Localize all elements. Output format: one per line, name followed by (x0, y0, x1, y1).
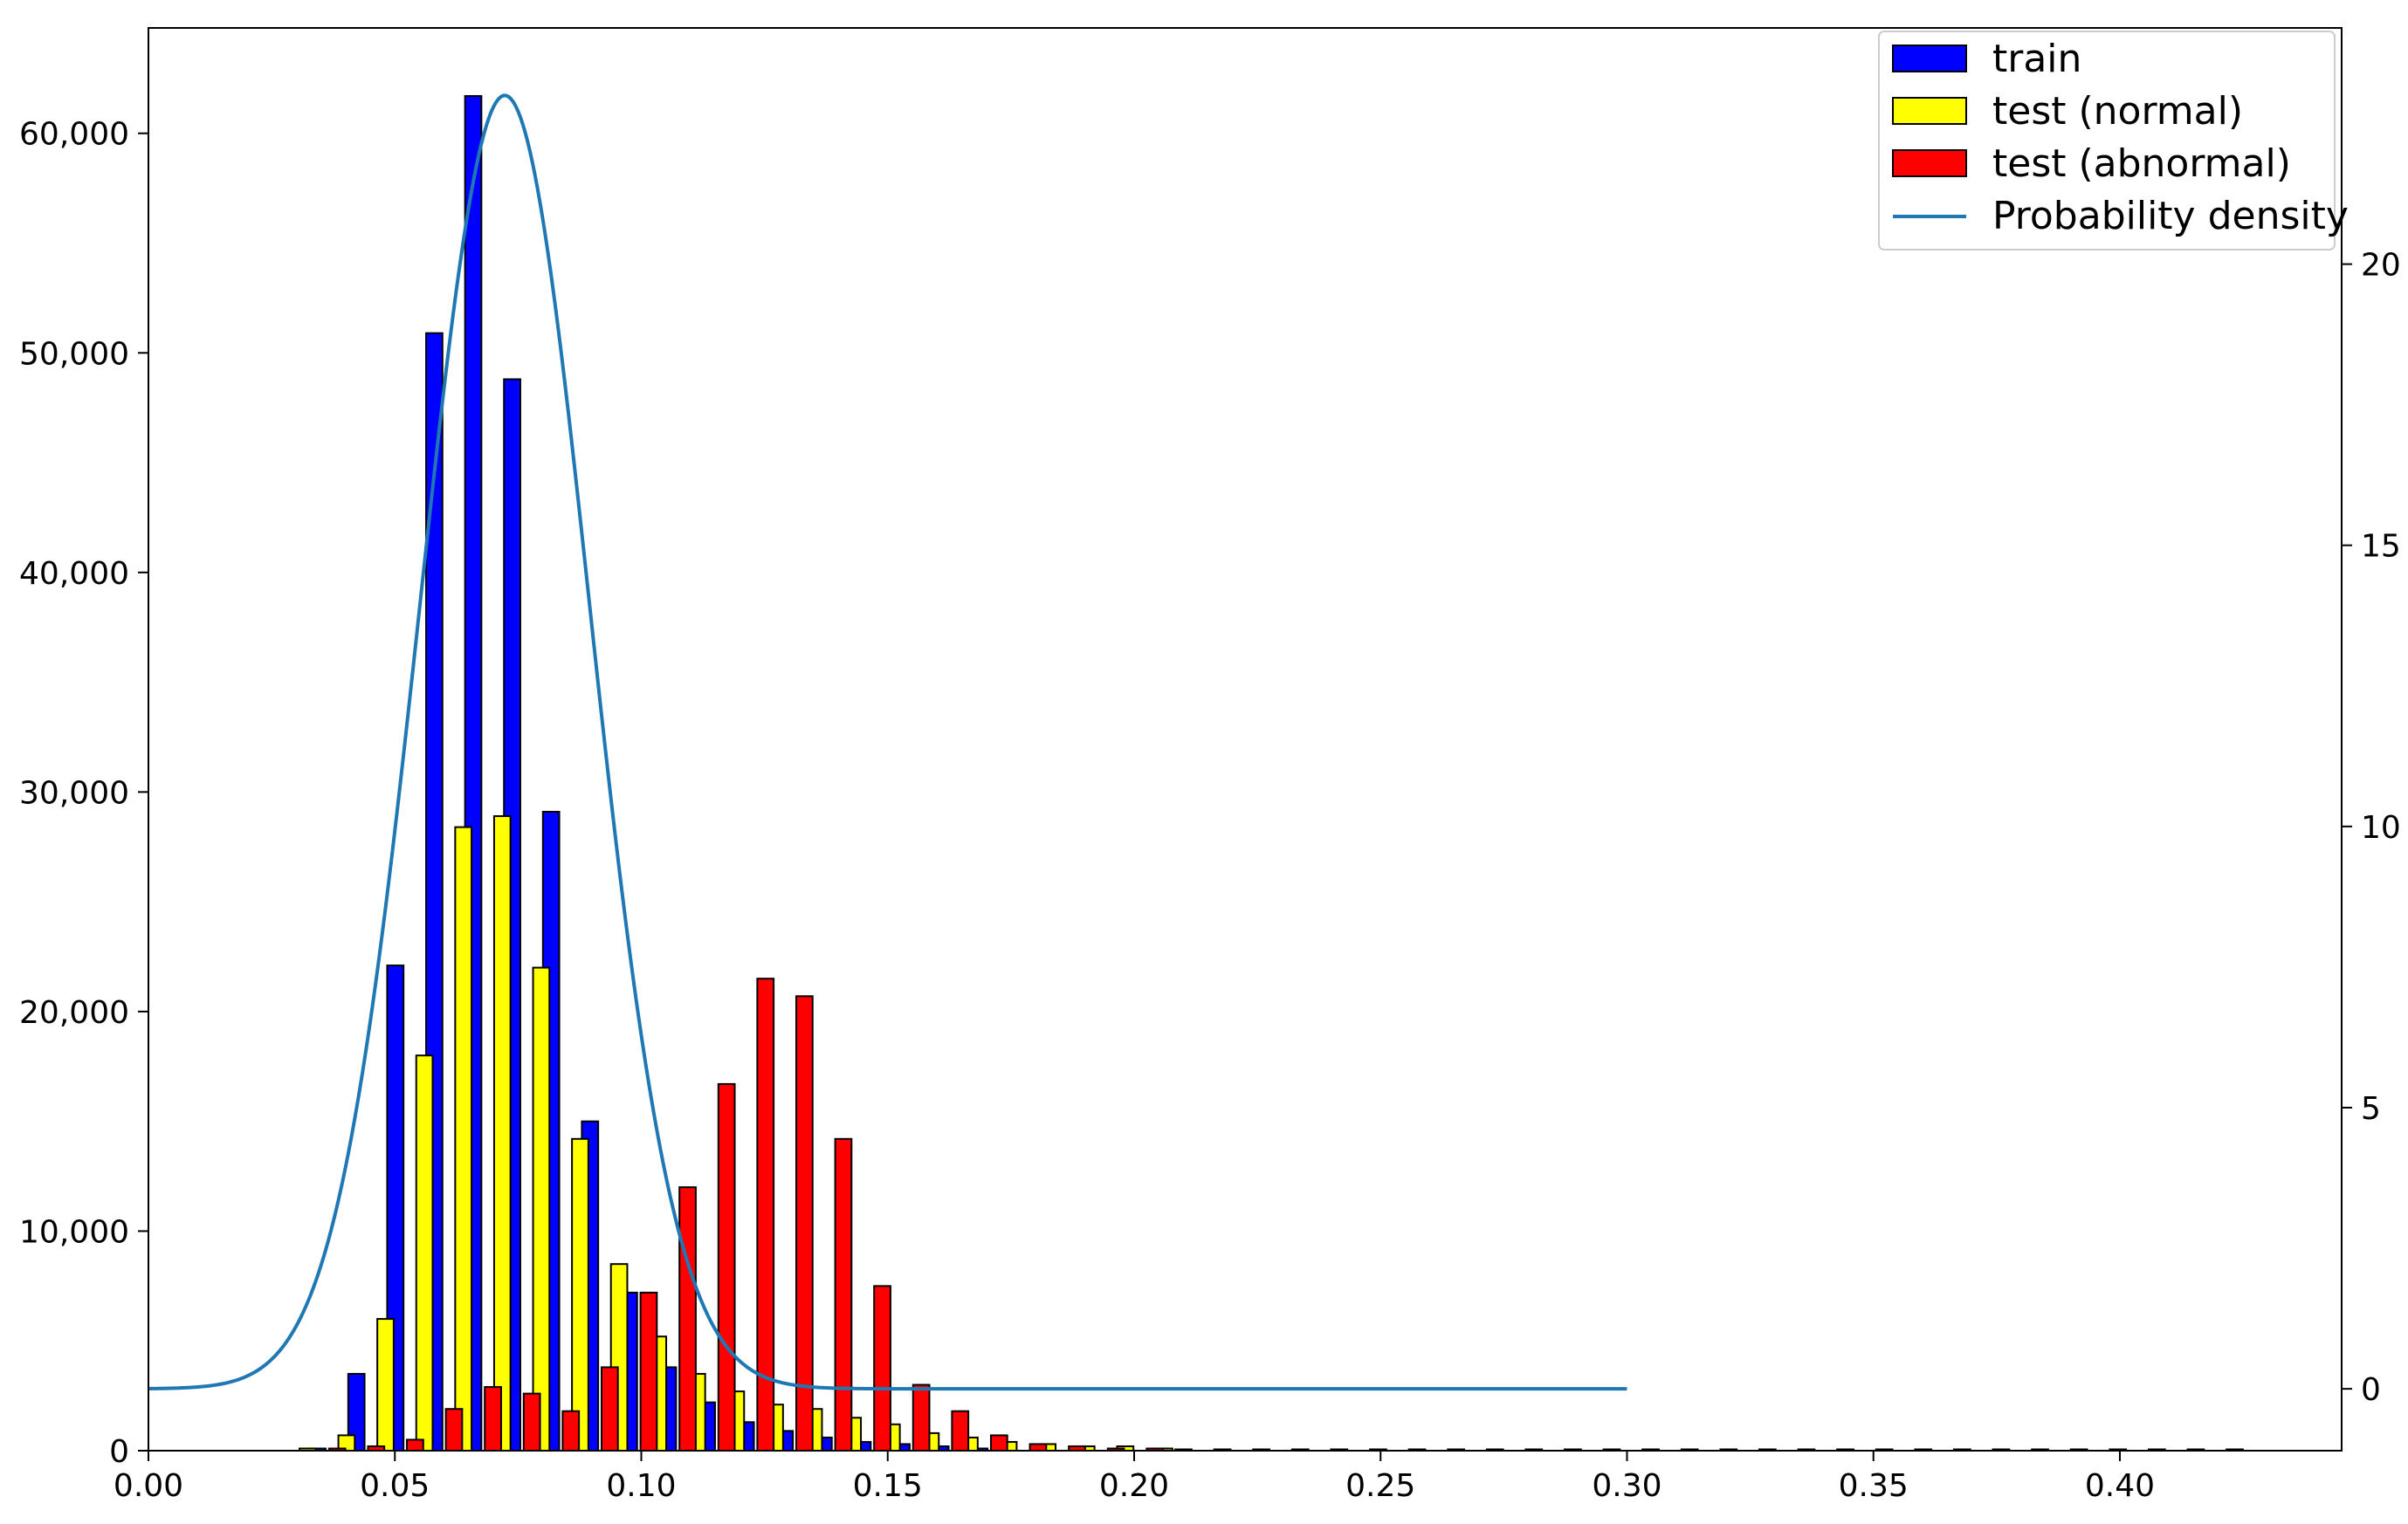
bar (571, 1137, 589, 1452)
y-axis-right: 0 5 10 15 20 (2342, 248, 2401, 1408)
legend: train test (normal) test (abnormal) Probabi… (1878, 31, 2349, 251)
x-tick-label: 0.10 (606, 1468, 676, 1504)
legend-swatch (1892, 149, 1967, 177)
bar (492, 815, 512, 1452)
bar (951, 1410, 970, 1452)
x-tick-label: 0.40 (2085, 1468, 2155, 1504)
density-curve (148, 93, 1627, 1391)
x-tick-label: 0.30 (1592, 1468, 1662, 1504)
x-tick-label: 0.00 (114, 1468, 183, 1504)
y-tick-label: 0 (109, 1434, 129, 1470)
x-tick-label: 0.15 (853, 1468, 923, 1504)
bar (376, 1318, 395, 1452)
bars-layer (298, 94, 2244, 1452)
y2-tick-label: 5 (2361, 1091, 2381, 1127)
plot-frame (148, 27, 2343, 1452)
series-1 (298, 815, 1173, 1452)
series-2 (327, 978, 1165, 1452)
bar (415, 1054, 434, 1452)
bar (454, 826, 473, 1452)
legend-swatch (1892, 45, 1967, 72)
x-tick-label: 0.20 (1099, 1468, 1169, 1504)
y-tick-label: 50,000 (19, 336, 129, 372)
bar (601, 1366, 619, 1452)
y2-tick-label: 15 (2361, 529, 2401, 565)
x-tick-label: 0.05 (360, 1468, 430, 1504)
y2-tick-label: 10 (2361, 810, 2401, 846)
y-tick-label: 60,000 (19, 117, 129, 153)
y-axis-left: 0 10,000 20,000 30,000 40,000 50,000 60,000 (19, 117, 148, 1470)
bar (532, 966, 551, 1452)
legend-label: Probability density (1992, 194, 2349, 238)
legend-label: test (normal) (1992, 89, 2243, 134)
bar (717, 1082, 736, 1452)
legend-box (1878, 31, 2336, 251)
bar (795, 995, 814, 1452)
x-tick-label: 0.25 (1345, 1468, 1415, 1504)
y-tick-label: 20,000 (19, 995, 129, 1031)
bar (873, 1285, 891, 1452)
bar (522, 1392, 541, 1452)
bar (444, 1408, 464, 1452)
bar (834, 1137, 853, 1452)
bar (484, 1386, 502, 1452)
bar (989, 1434, 1008, 1452)
series-0 (308, 94, 989, 1452)
bar (678, 1186, 697, 1452)
y-tick-label: 40,000 (19, 556, 129, 592)
legend-label: test (abnormal) (1992, 141, 2291, 186)
legend-label: train (1992, 37, 2081, 81)
x-axis: 0.00 0.05 0.10 0.15 0.20 0.25 0.30 0.35 0.40 (114, 1451, 2155, 1504)
y-tick-label: 10,000 (19, 1214, 129, 1250)
y2-tick-label: 0 (2361, 1372, 2381, 1408)
y2-tick-label: 20 (2361, 248, 2401, 284)
density-layer (148, 93, 1627, 1391)
bar (406, 1438, 424, 1452)
y-tick-label: 30,000 (19, 775, 129, 811)
bar (639, 1291, 658, 1452)
x-tick-label: 0.35 (1839, 1468, 1909, 1504)
bar (1029, 1443, 1048, 1452)
bar (912, 1383, 931, 1452)
legend-swatch (1892, 97, 1967, 125)
bar (561, 1410, 581, 1452)
